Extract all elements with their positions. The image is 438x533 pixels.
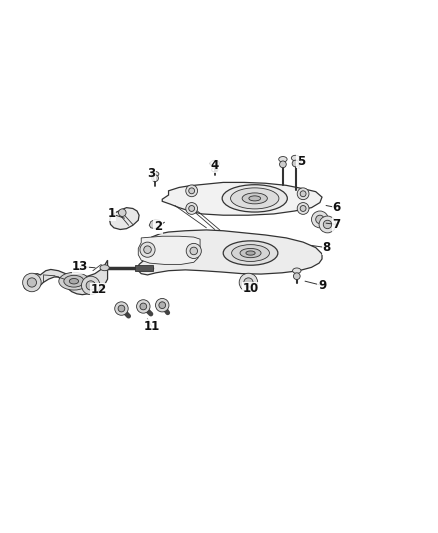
Circle shape	[186, 203, 198, 214]
Ellipse shape	[151, 172, 159, 176]
Circle shape	[186, 185, 198, 197]
Circle shape	[297, 203, 309, 214]
Text: 4: 4	[211, 159, 219, 172]
Text: 13: 13	[72, 260, 88, 273]
Text: 8: 8	[322, 241, 330, 254]
Ellipse shape	[246, 251, 255, 255]
Ellipse shape	[279, 157, 287, 162]
Circle shape	[189, 188, 194, 194]
Bar	[135, 265, 152, 271]
Text: 10: 10	[242, 282, 259, 295]
Text: 9: 9	[318, 279, 326, 292]
Text: 3: 3	[148, 167, 156, 181]
Circle shape	[140, 242, 155, 257]
Text: 12: 12	[91, 283, 107, 296]
Circle shape	[118, 305, 125, 312]
Circle shape	[293, 273, 300, 279]
Ellipse shape	[64, 276, 84, 287]
Text: 6: 6	[332, 201, 341, 214]
Ellipse shape	[59, 272, 89, 290]
Ellipse shape	[293, 268, 301, 273]
Circle shape	[189, 206, 194, 212]
Polygon shape	[137, 230, 322, 275]
Circle shape	[316, 215, 324, 224]
Polygon shape	[24, 260, 108, 295]
Circle shape	[115, 302, 128, 316]
Text: 1: 1	[108, 207, 116, 221]
Circle shape	[292, 160, 299, 167]
Text: 7: 7	[333, 218, 341, 231]
Circle shape	[297, 188, 309, 200]
Circle shape	[186, 244, 201, 259]
Circle shape	[239, 273, 258, 292]
Ellipse shape	[230, 188, 279, 209]
Circle shape	[152, 175, 159, 182]
Circle shape	[140, 303, 147, 310]
Polygon shape	[149, 220, 161, 229]
Ellipse shape	[222, 185, 287, 212]
Polygon shape	[162, 182, 322, 215]
Circle shape	[159, 302, 166, 309]
Circle shape	[300, 206, 306, 212]
Circle shape	[86, 281, 95, 290]
Text: 11: 11	[144, 320, 160, 333]
Ellipse shape	[69, 278, 78, 284]
Circle shape	[300, 191, 306, 197]
Circle shape	[81, 276, 100, 295]
Circle shape	[244, 278, 253, 287]
Circle shape	[155, 298, 169, 312]
Circle shape	[323, 220, 332, 229]
Circle shape	[119, 209, 126, 216]
Ellipse shape	[240, 248, 261, 257]
Circle shape	[144, 246, 151, 254]
Polygon shape	[138, 236, 200, 264]
Ellipse shape	[232, 245, 269, 262]
Circle shape	[319, 216, 336, 233]
Circle shape	[311, 211, 328, 228]
Ellipse shape	[210, 160, 219, 167]
Text: 5: 5	[297, 155, 305, 168]
Circle shape	[190, 247, 198, 255]
Circle shape	[23, 273, 41, 292]
Ellipse shape	[100, 265, 109, 271]
Polygon shape	[110, 208, 139, 230]
Circle shape	[137, 300, 150, 313]
Text: 2: 2	[154, 220, 162, 233]
Ellipse shape	[291, 155, 300, 161]
Ellipse shape	[223, 241, 278, 265]
Circle shape	[279, 161, 286, 168]
Ellipse shape	[242, 193, 267, 204]
Ellipse shape	[249, 196, 261, 201]
Circle shape	[27, 278, 36, 287]
